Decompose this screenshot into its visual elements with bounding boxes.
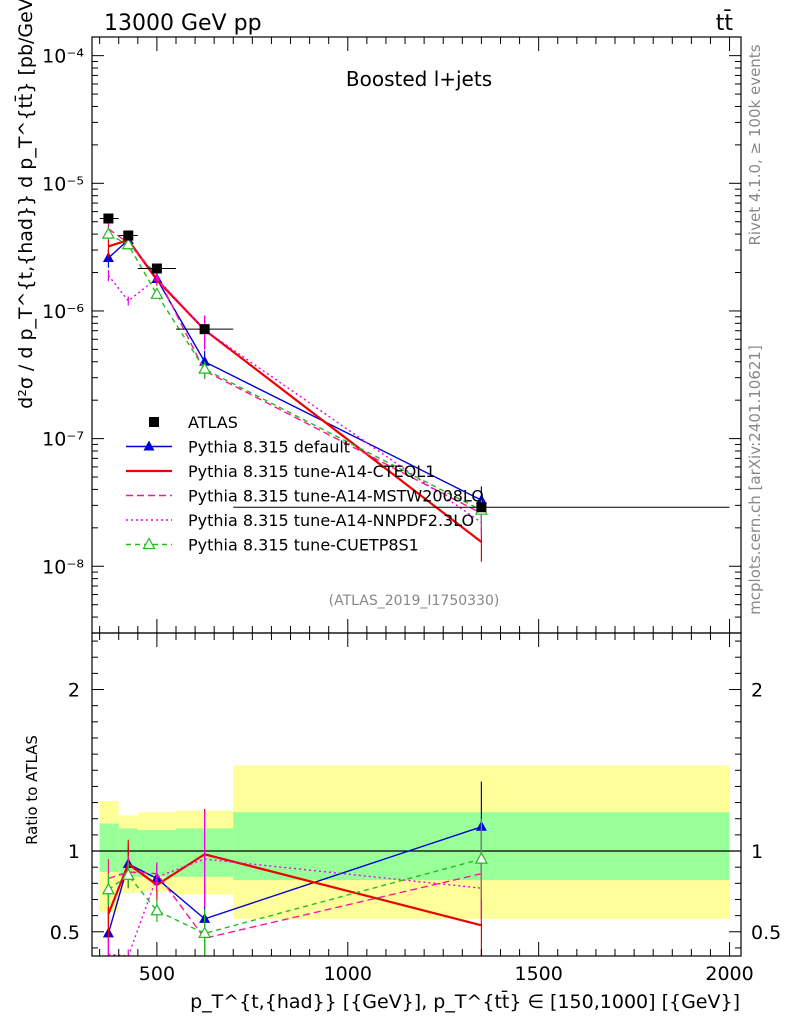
ratio-tick-label-right: 1 bbox=[751, 841, 763, 863]
legend-label: Pythia 8.315 tune-A14-MSTW2008LO bbox=[188, 487, 484, 506]
x-tick-label: 1000 bbox=[324, 963, 372, 985]
ratio-tick-label: 0.5 bbox=[50, 922, 80, 944]
chart-title: Boosted l+jets bbox=[346, 67, 492, 91]
y-tick-label: 10⁻⁴ bbox=[42, 46, 84, 68]
rivet-version-label: Rivet 4.1.0, ≥ 100k events bbox=[746, 44, 764, 245]
y-tick-label: 10⁻⁵ bbox=[42, 173, 84, 195]
y-axis-label: d²σ / d p_T^{t,{had}} d p_T^{tt̄} [pb/Ge… bbox=[13, 0, 37, 409]
ratio-tick-label: 1 bbox=[68, 841, 80, 863]
main-series-layer bbox=[99, 213, 730, 562]
x-tick-label: 500 bbox=[139, 963, 175, 985]
legend-marker bbox=[143, 440, 155, 451]
legend-label: Pythia 8.315 tune-A14-CTEQL1 bbox=[188, 462, 435, 481]
ratio-series-point bbox=[474, 851, 488, 864]
data-point bbox=[199, 324, 210, 335]
legend-label: Pythia 8.315 default bbox=[188, 438, 350, 457]
x-tick-label: 2000 bbox=[705, 963, 753, 985]
series-point bbox=[121, 237, 135, 250]
ratio-series-point bbox=[101, 882, 115, 895]
mcplots-label: mcplots.cern.ch [arXiv:2401.10621] bbox=[746, 345, 764, 615]
series-point bbox=[101, 226, 115, 239]
legend-data-label: ATLAS bbox=[188, 413, 238, 432]
main-panel: 10⁻⁸ 10⁻⁷ 10⁻⁶ 10⁻⁵ 10⁻⁴ Boosted l+jets (ATL… bbox=[13, 0, 742, 634]
ratio-panel: 500 1000 1500 2000 0.5 0.5 1 1 2 2 Ratio to ATLAS bbox=[23, 632, 781, 985]
y-tick-label: 10⁻⁸ bbox=[42, 556, 84, 578]
series-point bbox=[199, 355, 211, 366]
ratio-series-line bbox=[108, 858, 482, 935]
series-line bbox=[108, 233, 482, 511]
legend-label: Pythia 8.315 tune-A14-NNPDF2.3LO bbox=[188, 511, 474, 530]
x-tick-label: 1500 bbox=[514, 963, 562, 985]
data-point bbox=[476, 502, 487, 513]
ratio-y-axis-label: Ratio to ATLAS bbox=[23, 735, 41, 845]
ratio-band-inner bbox=[99, 823, 119, 873]
ratio-axes: 500 1000 1500 2000 0.5 0.5 1 1 2 2 bbox=[50, 633, 781, 985]
ratio-series-point bbox=[198, 926, 212, 938]
ratio-series-point bbox=[121, 868, 135, 880]
ratio-series-layer bbox=[101, 781, 488, 957]
legend: ATLAS Pythia 8.315 default Pythia 8.315 tu… bbox=[126, 413, 484, 555]
data-point bbox=[123, 230, 134, 241]
data-point bbox=[151, 263, 162, 274]
process-label: tt̄ bbox=[716, 10, 734, 36]
main-axes: 10⁻⁸ 10⁻⁷ 10⁻⁶ 10⁻⁵ 10⁻⁴ bbox=[42, 37, 741, 634]
ratio-tick-label: 2 bbox=[68, 680, 80, 702]
data-point bbox=[103, 213, 114, 224]
series-point bbox=[150, 287, 164, 299]
legend-data-marker bbox=[149, 417, 159, 427]
ratio-series-point bbox=[150, 903, 164, 916]
series-line bbox=[107, 274, 482, 524]
legend-label: Pythia 8.315 tune-CUETP8S1 bbox=[188, 536, 419, 555]
series-point bbox=[198, 361, 212, 374]
beam-label: 13000 GeV pp bbox=[104, 11, 262, 36]
analysis-id-label: (ATLAS_2019_I1750330) bbox=[329, 593, 500, 609]
legend-marker bbox=[142, 537, 156, 550]
x-axis-label: p_T^{t,{had}} [{GeV}], p_T^{tt̄} ∈ [150,… bbox=[190, 989, 740, 1013]
ratio-tick-label-right: 0.5 bbox=[751, 922, 781, 944]
ratio-frame bbox=[91, 632, 742, 957]
y-tick-label: 10⁻⁷ bbox=[42, 429, 84, 451]
y-tick-label: 10⁻⁶ bbox=[42, 301, 84, 323]
ratio-tick-label-right: 2 bbox=[751, 680, 763, 702]
ratio-bands bbox=[92, 765, 741, 919]
